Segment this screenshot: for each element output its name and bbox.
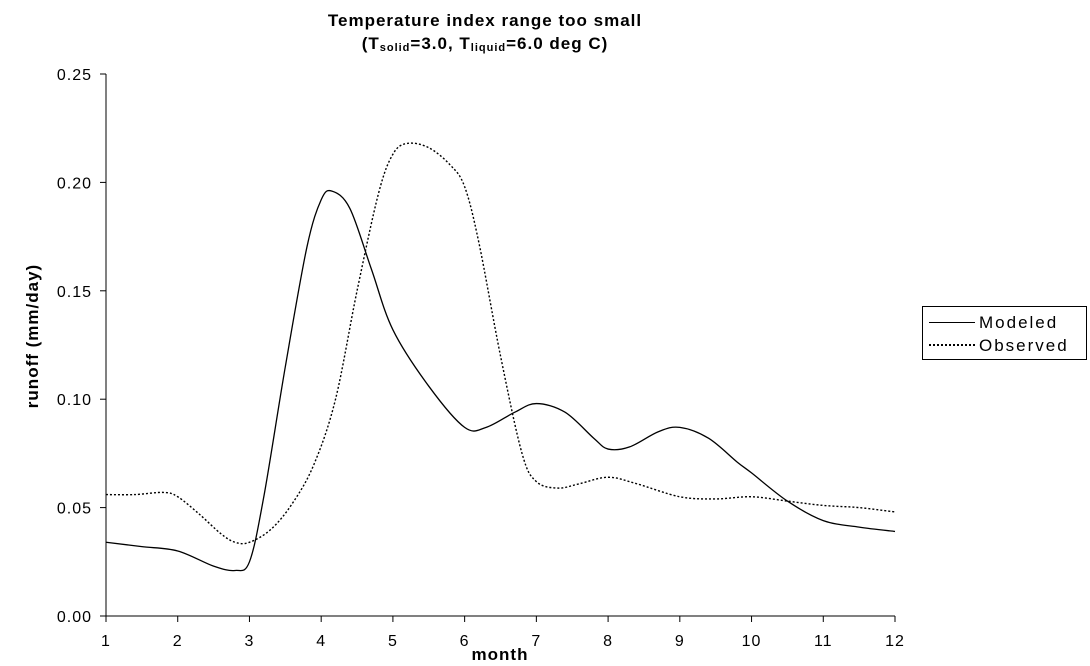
x-tick-label: 6 (460, 633, 470, 650)
legend-item-modeled: Modeled (923, 311, 1083, 335)
legend-swatch-modeled (929, 322, 975, 323)
legend-label-modeled: Modeled (979, 313, 1059, 332)
x-tick-label: 1 (101, 633, 111, 650)
series-line-observed (105, 142, 896, 545)
plot-axes (105, 74, 895, 617)
x-axis-ticks: 1 2 3 4 5 6 7 8 9 10 11 12 (101, 616, 905, 650)
x-tick-label: 4 (316, 633, 326, 650)
legend-item-observed: Observed (923, 334, 1083, 358)
legend-label-observed: Observed (979, 336, 1069, 355)
x-tick-label: 7 (531, 633, 541, 650)
y-tick-label: 0.10 (57, 392, 92, 409)
x-tick-label: 8 (603, 633, 613, 650)
x-tick-label: 12 (885, 633, 905, 650)
x-tick-label: 5 (388, 633, 398, 650)
series-layer (105, 142, 896, 572)
x-tick-label: 2 (173, 633, 183, 650)
y-tick-label: 0.05 (57, 501, 92, 518)
chart-title: Temperature index range too small (328, 11, 642, 30)
x-tick-label: 10 (742, 633, 762, 650)
y-axis-title: runoff (mm/day) (23, 264, 42, 408)
series-line-modeled (105, 189, 896, 572)
x-tick-label: 9 (675, 633, 685, 650)
y-tick-label: 0.20 (57, 175, 92, 192)
x-tick-label: 11 (814, 633, 833, 650)
y-tick-label: 0.15 (57, 284, 92, 301)
x-axis-title: month (472, 645, 529, 664)
x-tick-label: 3 (245, 633, 255, 650)
y-tick-label: 0.25 (57, 67, 92, 84)
y-tick-label: 0.00 (57, 609, 92, 626)
y-axis-ticks: 0.00 0.05 0.10 0.15 0.20 0.25 (57, 67, 106, 626)
chart-subtitle: (Tsolid=3.0, Tliquid=6.0 deg C) (362, 34, 609, 54)
chart-legend: Modeled Observed (922, 306, 1087, 360)
legend-swatch-observed (929, 344, 975, 346)
